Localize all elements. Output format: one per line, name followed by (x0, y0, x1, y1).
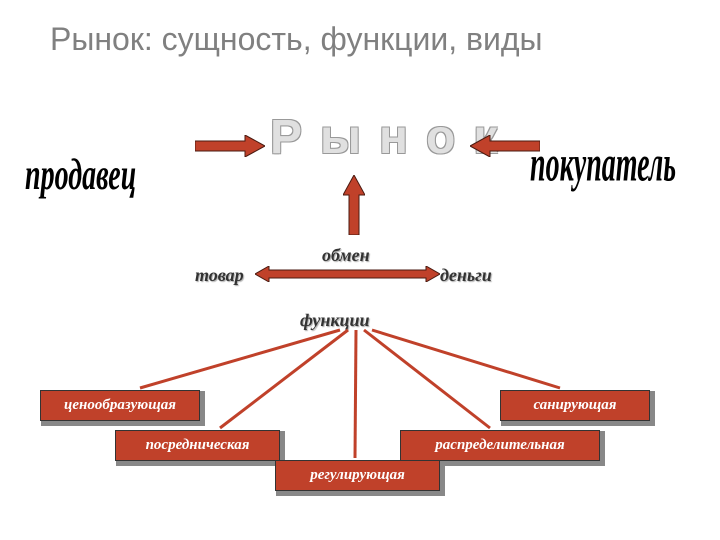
func-box-3: распределительная (400, 430, 600, 461)
fan-lines (0, 0, 720, 540)
func-box-1: посредническая (115, 430, 280, 461)
func-box-2: регулирующая (275, 460, 440, 491)
func-box-4: санирующая (500, 390, 650, 421)
func-box-0: ценообразующая (40, 390, 200, 421)
